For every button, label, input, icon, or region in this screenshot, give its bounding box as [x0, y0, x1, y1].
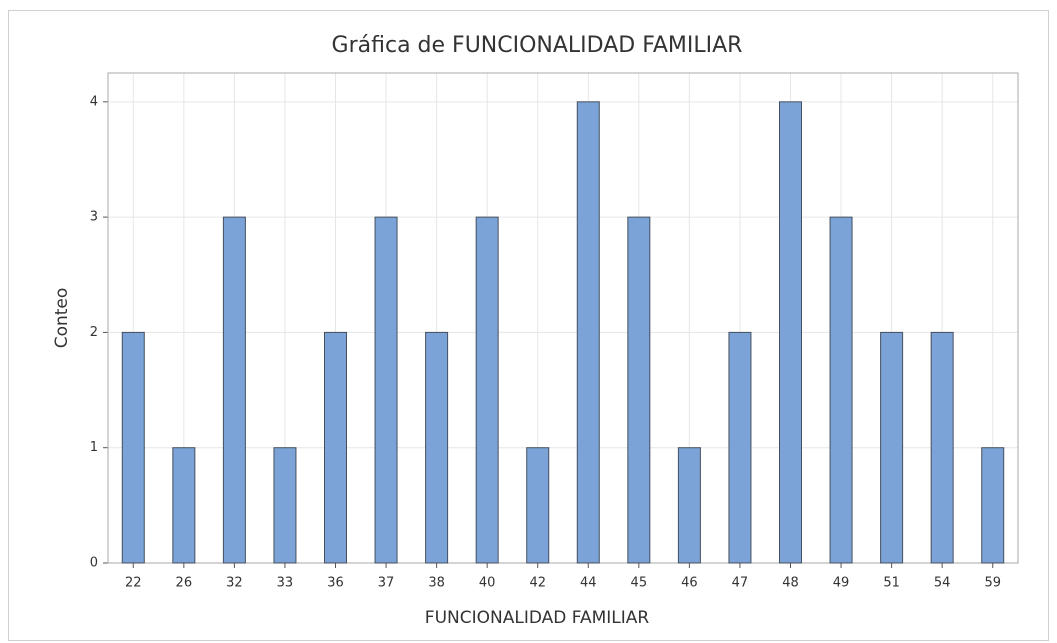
chart-title: Gráfica de FUNCIONALIDAD FAMILIAR	[332, 33, 743, 58]
bar	[829, 216, 853, 564]
bar	[677, 447, 701, 564]
bar	[779, 101, 802, 564]
x-tick-label: 54	[934, 576, 951, 591]
x-tick-label: 46	[681, 576, 698, 591]
x-tick-label: 38	[428, 576, 445, 591]
x-tick-label: 40	[479, 576, 496, 591]
x-tick-label: 32	[226, 576, 243, 591]
bar	[627, 216, 651, 564]
x-tick-label: 48	[782, 576, 799, 591]
x-tick-label: 59	[984, 576, 1001, 591]
x-tick-label: 22	[125, 576, 142, 591]
x-tick-label: 45	[631, 576, 648, 591]
bar	[374, 216, 398, 564]
x-tick-label: 42	[529, 576, 546, 591]
bar	[526, 447, 550, 564]
x-tick-label: 33	[277, 576, 294, 591]
y-tick-label: 2	[90, 325, 98, 340]
x-tick-label: 36	[327, 576, 344, 591]
bar	[172, 447, 196, 564]
y-tick-label: 3	[90, 210, 98, 225]
bar	[324, 331, 347, 564]
bar	[121, 331, 145, 564]
plot-border	[107, 72, 1019, 564]
x-axis-label: FUNCIONALIDAD FAMILIAR	[425, 608, 650, 628]
x-tick-label: 51	[883, 576, 900, 591]
y-tick-label: 4	[90, 94, 98, 109]
bar	[222, 216, 246, 564]
y-tick-label: 1	[90, 440, 98, 455]
x-tick-label: 37	[378, 576, 395, 591]
bar	[576, 101, 600, 564]
y-axis-label: Conteo	[52, 288, 72, 349]
bar	[981, 447, 1005, 564]
bar	[930, 331, 954, 564]
x-tick-label: 44	[580, 576, 597, 591]
bar	[273, 447, 297, 564]
y-tick-label: 0	[90, 556, 98, 571]
x-tick-label: 26	[176, 576, 193, 591]
plot-area	[108, 73, 1018, 563]
bar	[880, 331, 904, 564]
bar	[425, 331, 449, 564]
bar	[475, 216, 499, 564]
bar	[728, 331, 752, 564]
x-tick-label: 49	[833, 576, 850, 591]
x-tick-label: 47	[732, 576, 749, 591]
